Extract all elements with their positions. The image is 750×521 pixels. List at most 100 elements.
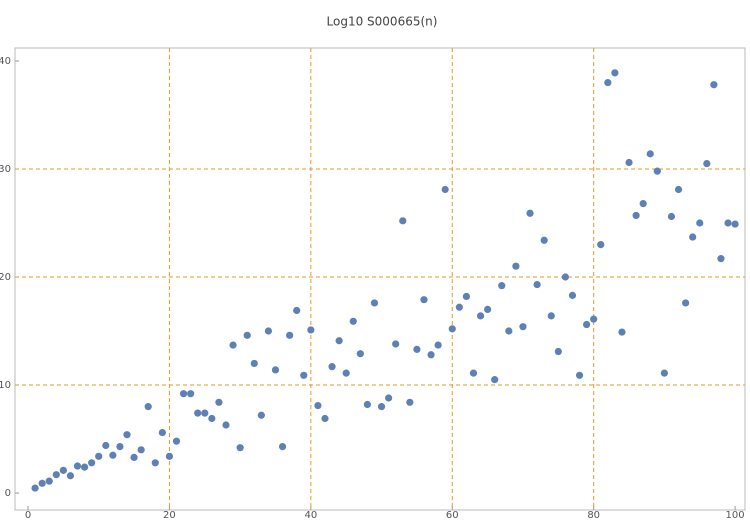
y-tick-label: 20: [0, 272, 11, 283]
point: [31, 484, 39, 492]
point: [632, 211, 640, 220]
point: [300, 371, 308, 379]
point: [179, 390, 188, 398]
point: [144, 403, 152, 411]
point: [335, 337, 343, 345]
y-tick-label: 30: [0, 164, 11, 175]
point: [448, 325, 456, 333]
point: [639, 199, 647, 208]
point: [66, 472, 75, 480]
point: [491, 376, 499, 384]
point: [590, 315, 598, 323]
x-tick-label: 20: [163, 510, 176, 521]
point: [356, 350, 364, 358]
point: [95, 452, 103, 460]
point: [724, 219, 732, 227]
point: [201, 409, 209, 417]
point: [441, 185, 449, 194]
point: [505, 327, 513, 335]
point: [151, 459, 159, 467]
point: [597, 240, 605, 249]
point: [498, 282, 506, 290]
x-tick-label: 40: [304, 510, 317, 521]
plot-frame: [14, 47, 746, 511]
x-tick-label: 60: [446, 510, 459, 521]
point: [222, 421, 230, 429]
point: [109, 451, 117, 459]
point: [52, 471, 60, 479]
point: [696, 219, 704, 227]
point: [243, 331, 251, 339]
point: [73, 462, 82, 470]
point: [667, 212, 676, 221]
point: [123, 431, 131, 439]
point: [257, 411, 265, 419]
point: [385, 394, 393, 402]
point: [674, 185, 683, 194]
point: [215, 398, 223, 406]
point: [271, 366, 280, 374]
point: [370, 299, 379, 307]
point: [434, 341, 442, 349]
point: [116, 442, 124, 451]
point: [399, 217, 407, 225]
point: [462, 292, 471, 301]
point: [307, 326, 315, 334]
point: [583, 320, 591, 329]
point: [38, 479, 46, 487]
x-tick-label: 100: [726, 510, 745, 521]
point: [321, 414, 329, 423]
point: [611, 69, 619, 77]
x-tick-label: 0: [25, 510, 31, 521]
point: [420, 296, 428, 304]
point: [575, 371, 584, 379]
point: [413, 345, 421, 353]
point: [717, 255, 725, 263]
point: [703, 159, 711, 168]
chart-title: Log10 S000665(n): [327, 15, 438, 29]
point: [710, 81, 718, 89]
point: [469, 369, 478, 377]
point: [476, 312, 485, 320]
point: [512, 262, 520, 270]
point: [286, 331, 294, 339]
point: [731, 220, 739, 228]
point: [165, 452, 174, 460]
point: [653, 167, 661, 175]
point: [229, 341, 237, 349]
point: [208, 414, 216, 423]
point: [406, 398, 414, 406]
point: [80, 463, 89, 471]
point: [130, 453, 138, 461]
point: [377, 403, 386, 411]
point: [427, 351, 435, 359]
point: [236, 444, 244, 452]
point: [604, 78, 612, 87]
point: [187, 390, 195, 398]
point: [561, 273, 569, 281]
point: [194, 409, 202, 417]
point: [328, 363, 336, 371]
point: [526, 209, 534, 217]
point: [455, 303, 463, 311]
y-tick-label: 40: [0, 56, 11, 67]
point: [547, 312, 555, 320]
point: [660, 369, 668, 377]
y-tick-label: 0: [5, 488, 11, 499]
point: [349, 317, 357, 325]
point: [59, 466, 67, 474]
point: [554, 347, 562, 356]
point: [250, 359, 258, 368]
point: [363, 400, 372, 409]
point: [172, 437, 181, 445]
point: [88, 459, 96, 467]
y-tick-label: 10: [0, 380, 11, 391]
point: [293, 306, 301, 315]
point: [314, 401, 322, 410]
point: [540, 236, 548, 244]
point: [625, 158, 633, 167]
point: [484, 305, 492, 314]
point: [264, 327, 273, 335]
point: [392, 340, 400, 348]
